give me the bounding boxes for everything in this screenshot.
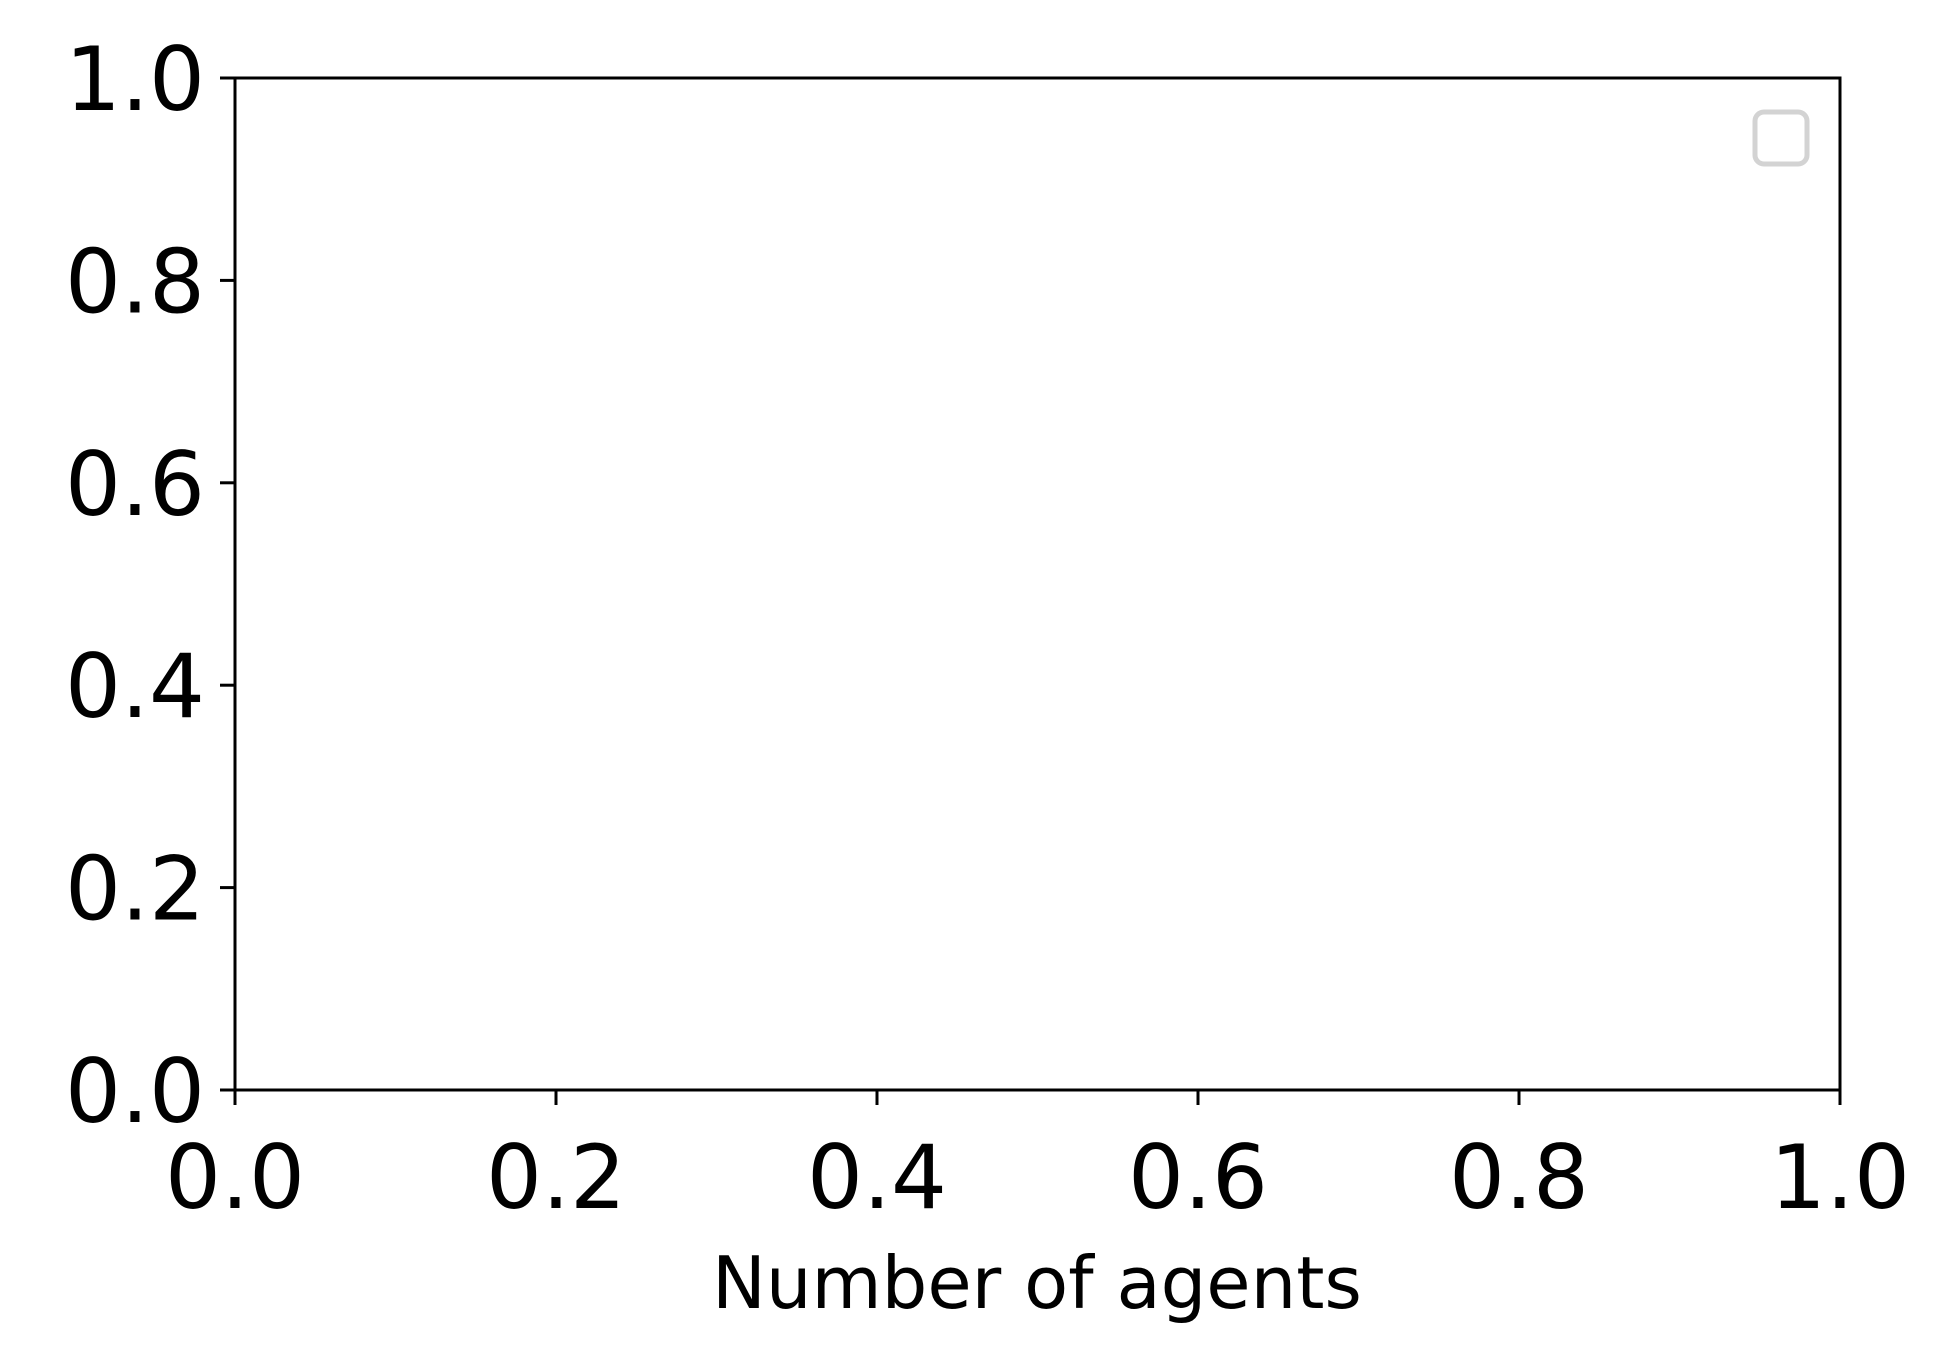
plot-area: [233, 76, 1842, 1092]
y-tick-label: 1.0: [65, 28, 205, 131]
x-axis: 0.0 0.2 0.4 0.6 0.8 1.0: [165, 1090, 1910, 1229]
y-tick-label: 0.2: [65, 838, 205, 941]
x-tick-label: 1.0: [1770, 1126, 1910, 1229]
x-tick-label: 0.2: [486, 1126, 626, 1229]
y-tick-label: 0.0: [65, 1040, 205, 1143]
x-tick-label: 0.4: [807, 1126, 947, 1229]
x-tick-label: 0.8: [1449, 1126, 1589, 1229]
y-tick-label: 0.4: [65, 635, 205, 738]
x-axis-title: Number of agents: [712, 1241, 1362, 1325]
x-tick-label: 0.0: [165, 1126, 305, 1229]
y-tick-label: 0.6: [65, 433, 205, 536]
legend-box: [1752, 109, 1810, 167]
x-tick-label: 0.6: [1128, 1126, 1268, 1229]
y-tick-label: 0.8: [65, 230, 205, 333]
y-axis: 0.0 0.2 0.4 0.6 0.8 1.0: [65, 28, 235, 1143]
